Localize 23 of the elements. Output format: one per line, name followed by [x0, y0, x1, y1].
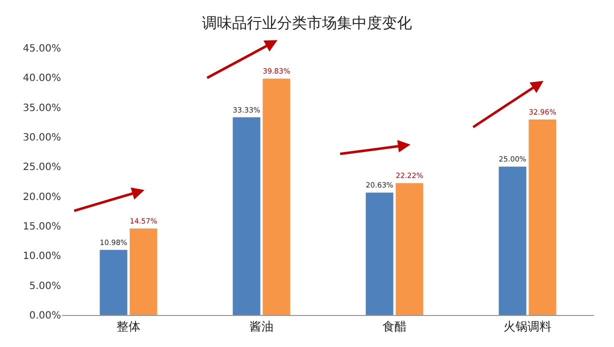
y-tick-label: 0.00% — [29, 310, 61, 322]
y-tick-label: 20.00% — [22, 192, 61, 203]
x-tick-label: 酱油 — [250, 319, 274, 334]
x-tick-label: 整体 — [116, 319, 140, 334]
bar — [100, 250, 128, 315]
y-tick-label: 45.00% — [22, 44, 61, 54]
bar — [366, 192, 394, 315]
bar — [232, 117, 260, 315]
bar — [130, 228, 158, 315]
y-tick-label: 30.00% — [22, 132, 61, 144]
x-tick-label: 火锅调料 — [504, 319, 552, 334]
y-tick-label: 35.00% — [22, 102, 61, 114]
bar — [528, 119, 556, 315]
y-tick-label: 15.00% — [22, 222, 61, 232]
bar — [396, 183, 424, 315]
y-tick-label: 40.00% — [22, 73, 61, 84]
x-tick-label: 食醋 — [382, 319, 406, 334]
y-tick-label: 5.00% — [29, 280, 61, 292]
chart-title: 调味品行业分类市场集中度变化 — [202, 14, 412, 32]
bar — [498, 166, 526, 315]
y-tick-label: 25.00% — [22, 162, 61, 174]
bar — [262, 78, 290, 315]
y-tick-label: 10.00% — [22, 251, 61, 262]
